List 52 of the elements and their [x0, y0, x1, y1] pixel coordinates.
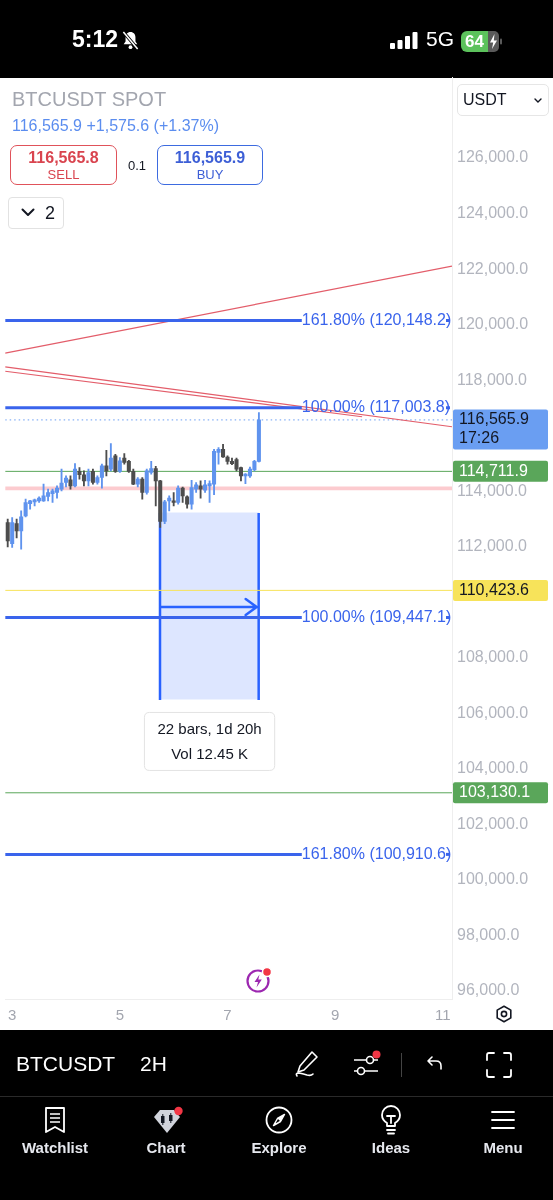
- y-tick-label: 104,000.0: [457, 759, 529, 777]
- text: 17:26: [459, 429, 500, 447]
- text: 116,565.9 +1,575.6 (+1.37%): [12, 116, 219, 136]
- band-label: 22 bars, 1d 20h: [157, 719, 262, 737]
- x-tick-label: 3: [8, 1006, 17, 1024]
- x-tick-label: 9: [331, 1006, 340, 1024]
- sell-button: 116,565.8 SELL: [10, 145, 117, 185]
- legend-label: 161.80% (100,910.6): [301, 845, 452, 863]
- y-tick-label: 98,000.0: [457, 925, 520, 943]
- text: Chart: [145, 1138, 187, 1158]
- annotation: 0.1: [128, 158, 147, 173]
- text: Menu: [482, 1138, 524, 1158]
- text: 5G: [426, 27, 455, 51]
- legend-label: 100.00% (109,447.1): [301, 608, 452, 626]
- x-tick-label: 7: [223, 1006, 232, 1024]
- y-tick-label: 114,000.0: [457, 481, 528, 499]
- annotation: 116,565.8: [27, 149, 100, 167]
- y-tick-label: 102,000.0: [457, 814, 529, 832]
- text: 5:12: [72, 25, 119, 53]
- annotation: SELL: [46, 167, 81, 182]
- ref-line-label: 110,423.6: [459, 581, 530, 599]
- text: BTCUSDT SPOT: [12, 87, 167, 111]
- ref-line-label: 114,711.9: [459, 462, 528, 480]
- y-tick-label: 112,000.0: [457, 537, 528, 555]
- dropdown: 2: [8, 197, 64, 229]
- y-tick-label: 124,000.0: [457, 204, 529, 222]
- x-tick-label: 11: [435, 1006, 451, 1024]
- y-tick-label: 122,000.0: [457, 259, 529, 277]
- annotation: 116,565.9: [173, 149, 247, 167]
- legend-label: 100.00% (117,003.8): [301, 398, 451, 416]
- y-tick-label: 118,000.0: [457, 370, 528, 388]
- y-tick-label: 108,000.0: [457, 648, 529, 666]
- y-tick-label: 100,000.0: [457, 870, 529, 888]
- annotation: Vol 12.45 K: [171, 744, 248, 762]
- annotation: 2: [45, 203, 56, 223]
- text: Ideas: [370, 1138, 412, 1158]
- ref-line-label: 103,130.1: [459, 783, 531, 801]
- buy-button: 116,565.9 BUY: [157, 145, 263, 185]
- text: BTCUSDT: [16, 1052, 116, 1076]
- text: Watchlist: [20, 1138, 90, 1158]
- y-tick-label: 106,000.0: [457, 703, 529, 721]
- y-tick-label: 96,000.0: [457, 981, 520, 999]
- text: 64: [461, 31, 488, 52]
- legend-label: 161.80% (120,148.2): [301, 311, 452, 329]
- text: 2H: [140, 1052, 167, 1076]
- text: Explore: [250, 1138, 308, 1158]
- x-tick-label: 5: [115, 1006, 125, 1024]
- dropdown: USDT: [457, 84, 549, 116]
- annotation: BUY: [195, 167, 225, 182]
- y-tick-label: 126,000.0: [457, 148, 529, 166]
- ref-line-label: 116,565.9: [459, 410, 530, 428]
- y-tick-label: 120,000.0: [457, 315, 529, 333]
